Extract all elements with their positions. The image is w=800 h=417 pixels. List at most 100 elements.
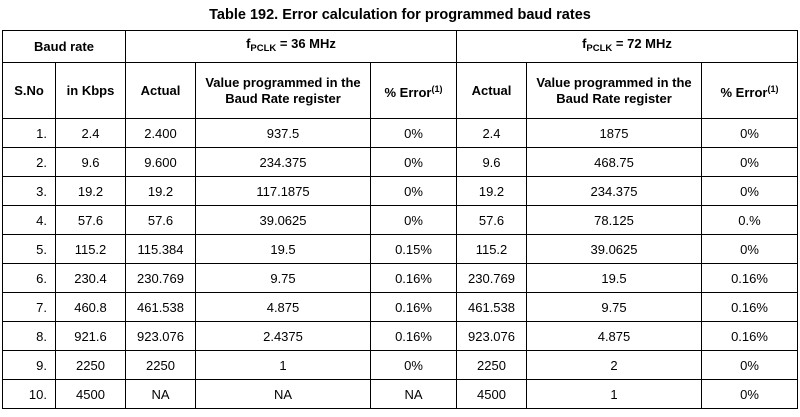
cell-value-72: 2 xyxy=(526,350,702,380)
cell-actual-72: 19.2 xyxy=(456,176,527,206)
pclk-subscript: PCLK xyxy=(250,43,277,54)
cell-kbps: 9.6 xyxy=(55,147,126,177)
table-row: 9. 2250 2250 1 0% 2250 2 0% xyxy=(2,350,798,380)
cell-error-72: 0.% xyxy=(701,205,798,235)
error-label: % Error xyxy=(384,84,432,100)
cell-kbps: 57.6 xyxy=(55,205,126,235)
cell-value-72: 19.5 xyxy=(526,263,702,293)
cell-actual-72: 115.2 xyxy=(456,234,527,264)
cell-kbps: 115.2 xyxy=(55,234,126,264)
cell-error-36: 0.16% xyxy=(370,292,457,322)
cell-actual-36: 115.384 xyxy=(125,234,196,264)
cell-actual-72: 9.6 xyxy=(456,147,527,177)
cell-error-36: 0.15% xyxy=(370,234,457,264)
cell-actual-36: 923.076 xyxy=(125,321,196,351)
table-caption: Table 192. Error calculation for program… xyxy=(209,7,591,23)
cell-error-72: 0% xyxy=(701,147,798,177)
cell-sno: 5. xyxy=(2,234,56,264)
f-symbol: f xyxy=(582,36,587,51)
cell-kbps: 2250 xyxy=(55,350,126,380)
cell-kbps: 230.4 xyxy=(55,263,126,293)
cell-sno: 1. xyxy=(2,118,56,148)
cell-error-72: 0.16% xyxy=(701,263,798,293)
cell-sno: 8. xyxy=(2,321,56,351)
cell-actual-72: 461.538 xyxy=(456,292,527,322)
cell-error-36: 0.16% xyxy=(370,263,457,293)
cell-actual-72: 57.6 xyxy=(456,205,527,235)
header-row-columns: S.No in Kbps Actual Value programmed in … xyxy=(2,62,798,119)
cell-kbps: 921.6 xyxy=(55,321,126,351)
cell-error-72: 0% xyxy=(701,379,798,409)
cell-value-36: 2.4375 xyxy=(195,321,371,351)
cell-error-72: 0% xyxy=(701,234,798,264)
header-value-programmed-72: Value programmed in the Baud Rate regist… xyxy=(526,62,702,119)
baud-rate-table: Baud rate fPCLK = 36 MHz fPCLK = 72 MHz … xyxy=(2,30,798,409)
table-row: 1. 2.4 2.400 937.5 0% 2.4 1875 0% xyxy=(2,118,798,148)
cell-error-36: 0% xyxy=(370,205,457,235)
footnote-marker: (1) xyxy=(431,83,443,94)
table-row: 5. 115.2 115.384 19.5 0.15% 115.2 39.0625 0% xyxy=(2,234,798,264)
group-36mhz-value: = 36 MHz xyxy=(276,36,336,51)
cell-actual-72: 230.769 xyxy=(456,263,527,293)
cell-actual-72: 4500 xyxy=(456,379,527,409)
cell-error-36: 0% xyxy=(370,176,457,206)
header-in-kbps: in Kbps xyxy=(55,62,126,119)
cell-value-72: 468.75 xyxy=(526,147,702,177)
cell-actual-36: 19.2 xyxy=(125,176,196,206)
cell-actual-36: 230.769 xyxy=(125,263,196,293)
cell-value-72: 9.75 xyxy=(526,292,702,322)
cell-actual-36: NA xyxy=(125,379,196,409)
cell-sno: 4. xyxy=(2,205,56,235)
cell-actual-36: 57.6 xyxy=(125,205,196,235)
cell-kbps: 19.2 xyxy=(55,176,126,206)
cell-sno: 7. xyxy=(2,292,56,322)
table-row: 2. 9.6 9.600 234.375 0% 9.6 468.75 0% xyxy=(2,147,798,177)
cell-error-36: 0.16% xyxy=(370,321,457,351)
cell-value-36: 1 xyxy=(195,350,371,380)
table-row: 6. 230.4 230.769 9.75 0.16% 230.769 19.5 0.16% xyxy=(2,263,798,293)
cell-actual-72: 2250 xyxy=(456,350,527,380)
table-row: 3. 19.2 19.2 117.1875 0% 19.2 234.375 0% xyxy=(2,176,798,206)
header-error-36: % Error(1) xyxy=(370,62,457,119)
header-sno: S.No xyxy=(2,62,56,119)
table-row: 10. 4500 NA NA NA 4500 1 0% xyxy=(2,379,798,409)
pclk-subscript: PCLK xyxy=(586,43,613,54)
cell-error-72: 0.16% xyxy=(701,292,798,322)
cell-sno: 3. xyxy=(2,176,56,206)
cell-error-72: 0% xyxy=(701,350,798,380)
header-actual-36: Actual xyxy=(125,62,196,119)
cell-value-36: 117.1875 xyxy=(195,176,371,206)
table-row: 8. 921.6 923.076 2.4375 0.16% 923.076 4.875 0.1… xyxy=(2,321,798,351)
cell-sno: 2. xyxy=(2,147,56,177)
header-actual-72: Actual xyxy=(456,62,527,119)
cell-value-72: 1 xyxy=(526,379,702,409)
cell-value-72: 78.125 xyxy=(526,205,702,235)
cell-sno: 6. xyxy=(2,263,56,293)
cell-error-36: 0% xyxy=(370,350,457,380)
cell-sno: 10. xyxy=(2,379,56,409)
cell-actual-36: 461.538 xyxy=(125,292,196,322)
cell-value-72: 1875 xyxy=(526,118,702,148)
cell-kbps: 2.4 xyxy=(55,118,126,148)
table-row: 4. 57.6 57.6 39.0625 0% 57.6 78.125 0.% xyxy=(2,205,798,235)
cell-value-72: 234.375 xyxy=(526,176,702,206)
cell-value-36: 4.875 xyxy=(195,292,371,322)
cell-value-36: 937.5 xyxy=(195,118,371,148)
header-row-groups: Baud rate fPCLK = 36 MHz fPCLK = 72 MHz xyxy=(2,30,798,63)
cell-actual-36: 2250 xyxy=(125,350,196,380)
header-error-72: % Error(1) xyxy=(701,62,798,119)
cell-value-72: 4.875 xyxy=(526,321,702,351)
cell-error-36: 0% xyxy=(370,147,457,177)
cell-error-36: 0% xyxy=(370,118,457,148)
header-group-36mhz: fPCLK = 36 MHz xyxy=(125,30,457,63)
cell-error-72: 0.16% xyxy=(701,321,798,351)
header-baud-rate: Baud rate xyxy=(2,30,126,63)
cell-value-36: 9.75 xyxy=(195,263,371,293)
cell-value-36: 39.0625 xyxy=(195,205,371,235)
cell-actual-36: 9.600 xyxy=(125,147,196,177)
cell-value-72: 39.0625 xyxy=(526,234,702,264)
cell-sno: 9. xyxy=(2,350,56,380)
table-row: 7. 460.8 461.538 4.875 0.16% 461.538 9.75 0.16% xyxy=(2,292,798,322)
cell-actual-36: 2.400 xyxy=(125,118,196,148)
cell-value-36: NA xyxy=(195,379,371,409)
